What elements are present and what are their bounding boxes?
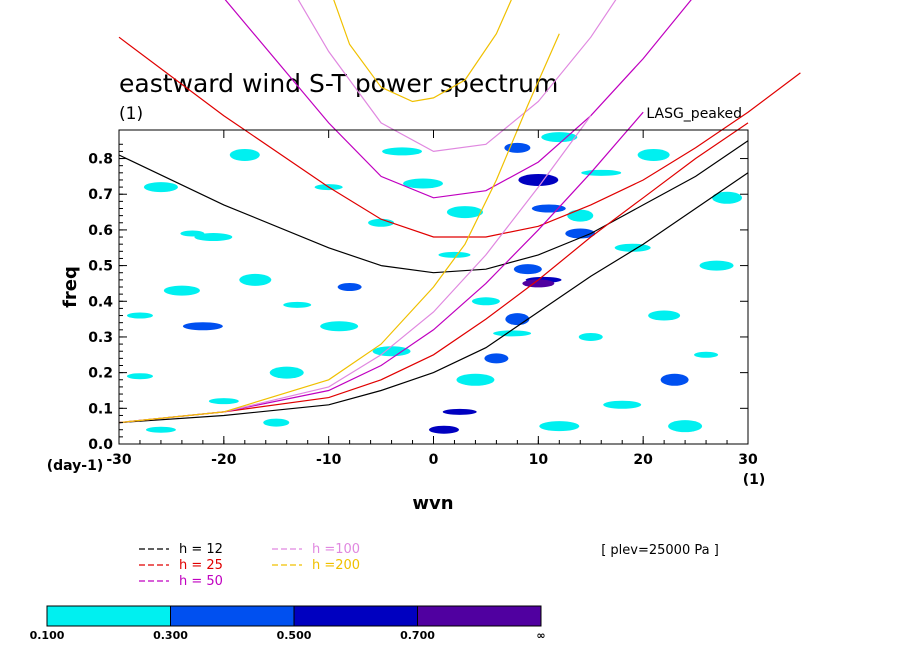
- y-tick-label: 0.8: [88, 152, 113, 168]
- contour-field: [126, 132, 743, 434]
- contour-patch: [403, 178, 444, 189]
- y-unit-label: (day-1): [47, 458, 104, 474]
- color-bar-label: ∞: [536, 629, 545, 642]
- contour-patch: [283, 301, 312, 308]
- contour-patch: [269, 366, 304, 379]
- contour-patch: [637, 148, 670, 161]
- contour-patch: [194, 233, 233, 242]
- x-tick-label: 0: [429, 452, 439, 468]
- color-bar-label: 0.700: [400, 629, 435, 642]
- contour-patch: [603, 400, 642, 409]
- contour-patch: [428, 425, 459, 434]
- contour-patch: [522, 279, 555, 288]
- contour-patch: [143, 182, 178, 193]
- contour-patch: [126, 373, 153, 380]
- contour-patch: [239, 273, 272, 286]
- y-tick-label: 0.0: [88, 437, 113, 453]
- contour-patch: [263, 418, 290, 427]
- contour-patch: [668, 420, 703, 433]
- contour-patch: [578, 332, 603, 341]
- contour-patch: [320, 321, 359, 332]
- contour-patch: [505, 313, 530, 326]
- x-tick-label: -10: [316, 452, 342, 468]
- contour-patch: [712, 191, 743, 204]
- curve-upper-h100: [297, 0, 617, 153]
- contour-patch: [145, 426, 176, 433]
- contour-patch: [337, 283, 362, 291]
- curve-upper-h25: [118, 36, 801, 238]
- x-tick-label: 30: [738, 452, 758, 468]
- dispersion-curves: [118, 0, 801, 424]
- contour-patch: [518, 173, 559, 186]
- color-bar-segment: [293, 605, 418, 627]
- axes: -30 -20 -10 0 10 20 30 0.0 0.1 0.2 0.3 0.4 0.5 0.6 0.7…: [88, 130, 758, 468]
- contour-patch: [382, 147, 423, 156]
- contour-patch: [229, 148, 260, 161]
- contour-patch: [471, 297, 500, 306]
- contour-patch: [694, 351, 719, 358]
- x-tick-label: -30: [106, 452, 132, 468]
- chart-subtitle-left: (1): [119, 104, 143, 124]
- contour-patch: [484, 353, 509, 364]
- curve-upper-h200: [333, 0, 512, 103]
- x-unit-label: (1): [743, 472, 766, 488]
- x-tick-label: 20: [633, 452, 653, 468]
- pressure-level-annotation: [ plev=25000 Pa ]: [601, 543, 719, 558]
- curve-upper-h12: [118, 140, 749, 274]
- color-bar-label: 0.300: [153, 629, 188, 642]
- chart-subtitle-right: LASG_peaked: [646, 106, 742, 122]
- legend-label: h =100: [312, 542, 360, 557]
- y-tick-label: 0.5: [88, 259, 113, 275]
- curve-upper-h50: [224, 0, 692, 199]
- color-bar-label: 0.500: [277, 629, 312, 642]
- curve-lower-h50: [118, 111, 644, 424]
- legend-label: h = 25: [179, 558, 223, 573]
- y-tick-label: 0.4: [88, 294, 113, 310]
- y-tick-label: 0.3: [88, 330, 113, 346]
- contour-patch: [163, 285, 200, 296]
- contour-patch: [648, 310, 681, 321]
- color-bar-label: 0.100: [30, 629, 65, 642]
- y-tick-label: 0.1: [88, 401, 113, 417]
- color-bar-segment: [46, 605, 171, 627]
- contour-patch: [372, 346, 411, 357]
- curve-lower-h12: [118, 172, 749, 424]
- contour-patch: [438, 251, 471, 258]
- y-axis-label: freq: [60, 266, 81, 308]
- chart-title: eastward wind S-T power spectrum: [119, 69, 558, 98]
- color-bar-segment: [170, 605, 295, 627]
- y-tick-label: 0.2: [88, 366, 113, 382]
- x-tick-label: 10: [529, 452, 549, 468]
- contour-patch: [513, 264, 542, 275]
- contour-patch: [456, 373, 495, 386]
- contour-patch: [442, 408, 477, 415]
- contour-patch: [182, 322, 223, 331]
- contour-patch: [539, 421, 580, 432]
- contour-patch: [660, 373, 689, 386]
- contour-patch: [126, 312, 153, 319]
- contour-patch: [531, 204, 566, 213]
- curve-lower-h25: [118, 122, 749, 424]
- color-bar: 0.100 0.300 0.500 0.700 ∞: [30, 605, 546, 642]
- color-bar-segment: [417, 605, 542, 627]
- contour-patch: [541, 132, 578, 143]
- legend-label: h = 50: [179, 574, 223, 589]
- contour-patch: [493, 330, 532, 337]
- contour-patch: [565, 228, 596, 239]
- y-tick-label: 0.6: [88, 223, 113, 239]
- contour-patch: [581, 169, 622, 176]
- contour-patch: [699, 260, 734, 271]
- x-axis-label: wvn: [412, 493, 453, 514]
- contour-patch: [567, 209, 594, 222]
- contour-patch: [208, 398, 239, 405]
- contour-patch: [446, 206, 483, 219]
- x-tick-label: -20: [211, 452, 237, 468]
- legend-label: h =200: [312, 558, 360, 573]
- y-tick-label: 0.7: [88, 187, 113, 203]
- legend-label: h = 12: [179, 542, 223, 557]
- curve-lower-h100: [118, 115, 592, 424]
